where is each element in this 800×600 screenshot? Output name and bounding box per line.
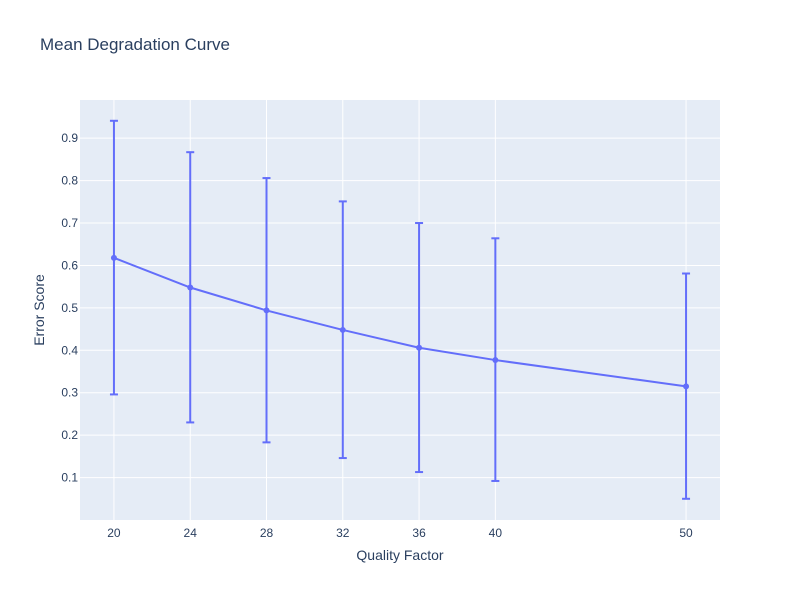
data-point [492,357,499,364]
x-tick-labels: 20 24 28 32 36 40 50 [107,526,693,540]
y-tick-label: 0.7 [61,216,78,230]
data-point [683,383,690,390]
y-tick-label: 0.9 [61,131,78,145]
x-tick-label: 28 [260,526,274,540]
x-tick-label: 20 [107,526,121,540]
x-tick-label: 24 [184,526,198,540]
y-tick-label: 0.4 [61,343,78,357]
x-tick-label: 36 [412,526,426,540]
data-point [110,254,117,261]
y-tick-label: 0.6 [61,258,78,272]
y-tick-label: 0.1 [61,471,78,485]
y-tick-label: 0.3 [61,386,78,400]
x-tick-label: 32 [336,526,350,540]
data-point [339,326,346,333]
y-tick-label: 0.8 [61,174,78,188]
y-tick-label: 0.2 [61,428,78,442]
y-tick-label: 0.5 [61,301,78,315]
chart-title: Mean Degradation Curve [40,35,230,54]
data-point [416,344,423,351]
y-tick-labels: 0.1 0.2 0.3 0.4 0.5 0.6 0.7 0.8 0.9 [61,131,78,484]
plot-area [80,100,720,520]
x-axis-title: Quality Factor [356,547,443,563]
x-tick-label: 40 [489,526,503,540]
data-points [110,254,690,390]
x-tick-label: 50 [679,526,693,540]
data-point [263,307,270,314]
data-point [187,284,194,291]
y-axis-title: Error Score [31,274,47,346]
